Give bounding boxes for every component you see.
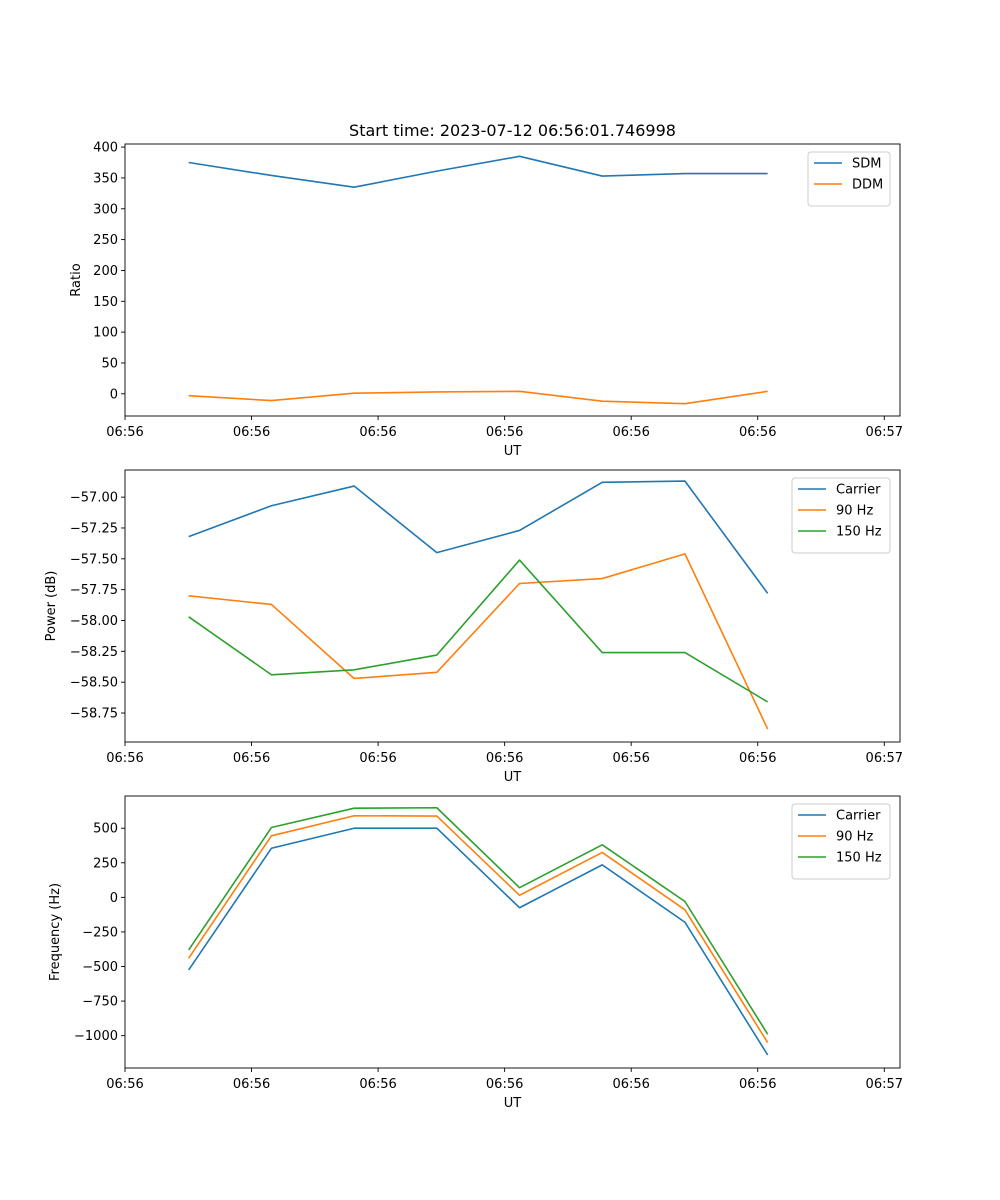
x-tick-label: 06:56: [739, 425, 776, 440]
y-tick-label: 350: [93, 171, 118, 186]
y-tick-label: 400: [93, 141, 118, 156]
y-tick-label: −750: [82, 995, 118, 1010]
y-tick-label: −58.50: [70, 676, 118, 691]
legend: SDM DDM: [807, 151, 891, 207]
series-line-90-hz: [188, 553, 769, 730]
x-tick-label: 06:56: [233, 1077, 270, 1092]
x-axis-label: UT: [504, 1096, 522, 1111]
y-axis-label: Power (dB): [44, 571, 59, 642]
x-tick-label: 06:56: [612, 1077, 649, 1092]
subplot-ratio: Start time: 2023-07-12 06:56:01.746998 0…: [69, 121, 903, 459]
subplot-frequency: 06:56 06:56 06:56 06:56 06:56 06:56 06:57 −1000…: [48, 795, 903, 1111]
x-tick-label: 06:56: [739, 1077, 776, 1092]
x-tick-label: 06:56: [106, 425, 143, 440]
y-tick-label: −500: [82, 960, 118, 975]
series-line-ddm: [188, 390, 768, 405]
x-tick-label: 06:56: [359, 751, 396, 766]
series-line-150-hz: [188, 559, 769, 703]
legend-label: SDM: [852, 157, 881, 172]
x-tick-label: 06:56: [233, 425, 270, 440]
legend-label: Carrier: [836, 809, 881, 824]
y-tick-label: 150: [93, 295, 118, 310]
legend-label: 90 Hz: [836, 504, 873, 519]
y-tick-label: −57.00: [70, 491, 118, 506]
series-line-sdm: [188, 155, 768, 188]
y-tick-label: 300: [93, 202, 118, 217]
x-tick-label: 06:56: [359, 425, 396, 440]
y-axis-label: Ratio: [69, 263, 84, 296]
legend-box: [807, 151, 891, 207]
x-tick-label: 06:56: [739, 751, 776, 766]
legend-box: [791, 803, 891, 880]
x-tick-label: 06:57: [866, 751, 903, 766]
x-tick-label: 06:56: [486, 1077, 523, 1092]
legend-label: 150 Hz: [836, 851, 882, 866]
x-tick-label: 06:56: [486, 751, 523, 766]
legend-label: 90 Hz: [836, 830, 873, 845]
y-tick-label: −57.25: [70, 521, 118, 536]
x-tick-label: 06:56: [486, 425, 523, 440]
series-line-150-hz: [188, 806, 769, 1035]
x-tick-label: 06:56: [612, 425, 649, 440]
y-tick-label: 100: [93, 326, 118, 341]
subplot-power: 06:56 06:56 06:56 06:56 06:56 06:56 06:57 −58.7…: [44, 469, 903, 785]
x-axis-label: UT: [504, 770, 522, 785]
x-tick-label: 06:56: [106, 1077, 143, 1092]
x-tick-label: 06:56: [359, 1077, 396, 1092]
series-line-carrier: [188, 480, 769, 594]
y-tick-label: 0: [110, 891, 118, 906]
legend-label: 150 Hz: [836, 525, 882, 540]
series-line-carrier: [188, 827, 769, 1056]
axes-frame: [124, 143, 901, 417]
y-axis-label: Frequency (Hz): [48, 883, 63, 981]
legend-box: [791, 477, 891, 554]
y-tick-label: −58.25: [70, 645, 118, 660]
legend-label: DDM: [852, 178, 883, 193]
legend-label: Carrier: [836, 483, 881, 498]
y-tick-label: 0: [110, 387, 118, 402]
legend: Carrier 90 Hz 150 Hz: [791, 477, 891, 554]
x-tick-label: 06:57: [866, 425, 903, 440]
y-tick-label: 50: [101, 356, 118, 371]
y-tick-label: −1000: [74, 1029, 118, 1044]
y-tick-label: −57.50: [70, 552, 118, 567]
x-tick-label: 06:57: [866, 1077, 903, 1092]
legend: Carrier 90 Hz 150 Hz: [791, 803, 891, 880]
y-tick-label: −58.00: [70, 614, 118, 629]
y-tick-label: 500: [93, 822, 118, 837]
series-line-90-hz: [188, 814, 769, 1043]
y-tick-label: −58.75: [70, 707, 118, 722]
x-tick-label: 06:56: [106, 751, 143, 766]
y-tick-label: −57.75: [70, 583, 118, 598]
x-axis-label: UT: [504, 444, 522, 459]
y-tick-label: −250: [82, 925, 118, 940]
x-tick-label: 06:56: [612, 751, 649, 766]
chart-title: Start time: 2023-07-12 06:56:01.746998: [349, 121, 676, 140]
y-tick-label: 200: [93, 264, 118, 279]
axes-frame: [124, 469, 901, 743]
y-tick-label: 250: [93, 233, 118, 248]
y-tick-label: 250: [93, 856, 118, 871]
x-tick-label: 06:56: [233, 751, 270, 766]
